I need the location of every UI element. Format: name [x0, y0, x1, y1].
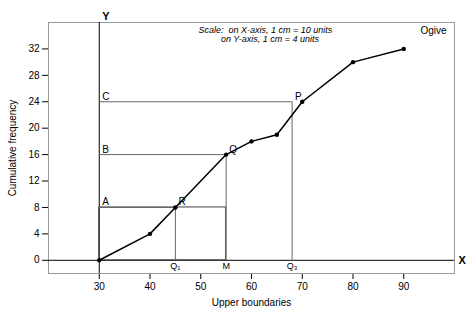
svg-text:A: A	[102, 196, 109, 207]
svg-text:R: R	[178, 196, 185, 207]
svg-text:24: 24	[28, 96, 40, 107]
svg-text:40: 40	[144, 281, 156, 292]
svg-text:80: 80	[347, 281, 359, 292]
svg-text:30: 30	[94, 281, 106, 292]
svg-text:60: 60	[246, 281, 258, 292]
svg-text:P: P	[295, 91, 302, 102]
svg-text:Ogive: Ogive	[420, 25, 447, 36]
svg-text:Q₃: Q₃	[287, 261, 298, 271]
svg-text:Y: Y	[102, 10, 110, 22]
svg-text:12: 12	[28, 175, 40, 186]
svg-text:16: 16	[28, 149, 40, 160]
svg-text:20: 20	[28, 122, 40, 133]
svg-text:4: 4	[34, 228, 40, 239]
svg-text:B: B	[102, 144, 109, 155]
svg-text:X: X	[459, 254, 467, 266]
svg-text:70: 70	[297, 281, 309, 292]
svg-text:Upper boundaries: Upper boundaries	[212, 297, 292, 308]
svg-text:M: M	[222, 261, 230, 271]
svg-text:90: 90	[398, 281, 410, 292]
svg-text:32: 32	[28, 43, 40, 54]
svg-text:C: C	[102, 91, 109, 102]
svg-text:Cumulative frequency: Cumulative frequency	[7, 100, 18, 197]
svg-text:8: 8	[34, 202, 40, 213]
svg-text:50: 50	[195, 281, 207, 292]
svg-text:Q₁: Q₁	[170, 261, 180, 271]
svg-text:Scale: on X-axis, 1 cm = 10 u: Scale: on X-axis, 1 cm = 10 units on Y-a…	[199, 25, 333, 44]
svg-text:Q: Q	[229, 144, 237, 155]
svg-text:28: 28	[28, 70, 40, 81]
svg-text:0: 0	[34, 254, 40, 265]
